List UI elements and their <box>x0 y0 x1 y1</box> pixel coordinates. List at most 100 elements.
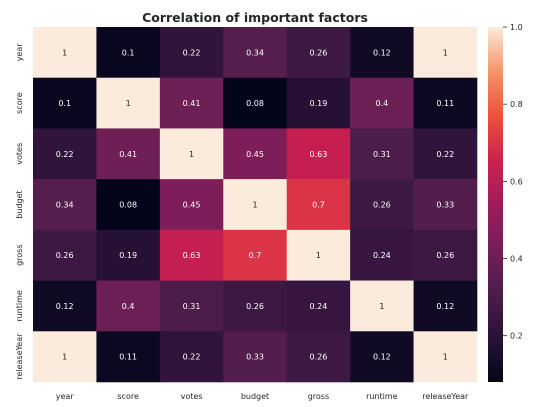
cell-value-label: 0.31 <box>373 150 391 159</box>
colorbar-tick-label: 0.6 <box>510 177 523 186</box>
cell-value-label: 0.26 <box>310 48 328 57</box>
heatmap-cell-gross-year <box>33 229 97 281</box>
heatmap-cell-runtime-score <box>96 280 161 332</box>
cell-value-label: 0.31 <box>183 302 201 311</box>
row-label-year: year <box>15 43 24 62</box>
cell-value-label: 0.1 <box>122 48 135 57</box>
heatmap-cell-score-runtime <box>350 77 414 129</box>
cell-value-label: 0.26 <box>310 353 328 362</box>
heatmap-cell-budget-votes <box>159 179 224 231</box>
cell-value-label: 0.12 <box>436 302 454 311</box>
cell-value-label: 0.7 <box>312 201 325 210</box>
cell-value-label: 0.12 <box>373 48 391 57</box>
row-label-gross: gross <box>15 244 24 265</box>
cell-value-label: 0.4 <box>122 302 135 311</box>
cell-value-label: 0.12 <box>373 353 391 362</box>
heatmap-cell-runtime-releaseYear <box>413 280 478 332</box>
heatmap-cell-budget-year <box>33 179 97 231</box>
heatmap-cell-votes-gross <box>286 128 351 180</box>
cell-value-label: 0.41 <box>183 99 201 108</box>
row-label-votes: votes <box>15 143 24 165</box>
heatmap-cell-budget-score <box>96 179 161 231</box>
heatmap-cell-releaseYear-year <box>33 331 97 383</box>
cell-value-label: 0.45 <box>246 150 264 159</box>
column-label-gross: gross <box>308 392 329 401</box>
heatmap-cell-votes-budget <box>223 128 288 180</box>
colorbar-ticks: 0.2 0.4 0.6 0.8 1.0 <box>503 23 523 341</box>
cell-value-label: 0.08 <box>119 201 137 210</box>
cell-value-label: 1 <box>443 48 448 57</box>
heatmap-cell-releaseYear-budget <box>223 331 288 383</box>
colorbar-tick-label: 0.8 <box>510 100 523 109</box>
heatmap-cell-votes-score <box>96 128 161 180</box>
heatmap-cell-releaseYear-runtime <box>350 331 414 383</box>
heatmap-cell-gross-releaseYear <box>413 229 478 281</box>
cell-value-label: 0.4 <box>375 99 388 108</box>
heatmap-cell-year-releaseYear <box>413 27 478 79</box>
cell-value-label: 0.24 <box>373 251 391 260</box>
heatmap-cell-runtime-year <box>33 280 97 332</box>
heatmap-cell-releaseYear-score <box>96 331 161 383</box>
heatmap-cell-releaseYear-gross <box>286 331 351 383</box>
row-tick-labels: year score votes budget gross runtime releaseY… <box>15 43 24 380</box>
cell-value-label: 0.22 <box>183 353 201 362</box>
heatmap-cell-gross-budget <box>223 229 288 281</box>
cell-value-label: 1 <box>379 302 384 311</box>
heatmap-cell-budget-runtime <box>350 179 414 231</box>
cell-value-label: 0.22 <box>436 150 454 159</box>
colorbar-tick-label: 1.0 <box>510 23 523 32</box>
heatmap-cell-year-year <box>33 27 97 79</box>
heatmap-cell-gross-gross <box>286 229 351 281</box>
heatmap-cell-releaseYear-releaseYear <box>413 331 478 383</box>
cell-value-label: 0.22 <box>183 48 201 57</box>
cell-value-label: 0.7 <box>249 251 262 260</box>
row-label-score: score <box>15 92 24 114</box>
cell-value-label: 1 <box>126 99 131 108</box>
colorbar-tick-label: 0.2 <box>510 332 523 341</box>
heatmap-cell-score-score <box>96 77 161 129</box>
cell-value-label: 0.33 <box>246 353 264 362</box>
row-label-releaseYear: releaseYear <box>15 333 24 380</box>
colorbar <box>488 27 503 382</box>
heatmap-cell-runtime-votes <box>159 280 224 332</box>
heatmap-cell-year-budget <box>223 27 288 79</box>
colorbar-tick-label: 0.4 <box>510 255 523 264</box>
chart-title: Correlation of important factors <box>142 10 368 25</box>
heatmap-cell-votes-votes <box>159 128 224 180</box>
heatmap-cell-year-runtime <box>350 27 414 79</box>
cell-value-label: 0.34 <box>56 201 74 210</box>
cell-value-label: 1 <box>252 201 257 210</box>
heatmap-cell-gross-score <box>96 229 161 281</box>
cell-value-label: 0.19 <box>310 99 328 108</box>
heatmap-cell-budget-gross <box>286 179 351 231</box>
cell-value-label: 1 <box>62 353 67 362</box>
cell-value-label: 0.26 <box>246 302 264 311</box>
heatmap-cell-runtime-runtime <box>350 280 414 332</box>
heatmap-cell-votes-runtime <box>350 128 414 180</box>
heatmap-cell-gross-votes <box>159 229 224 281</box>
column-label-score: score <box>117 392 139 401</box>
cell-value-label: 0.26 <box>436 251 454 260</box>
cell-value-label: 0.26 <box>56 251 74 260</box>
cell-value-label: 0.11 <box>119 353 137 362</box>
cell-value-label: 0.22 <box>56 150 74 159</box>
heatmap-cell-year-votes <box>159 27 224 79</box>
cell-value-label: 0.33 <box>436 201 454 210</box>
cell-value-label: 0.26 <box>373 201 391 210</box>
heatmap-cell-releaseYear-votes <box>159 331 224 383</box>
cell-value-label: 0.34 <box>246 48 264 57</box>
heatmap-cell-score-budget <box>223 77 288 129</box>
column-label-year: year <box>56 392 75 401</box>
heatmap-cell-year-score <box>96 27 161 79</box>
column-label-releaseYear: releaseYear <box>422 392 469 401</box>
cell-value-label: 0.19 <box>119 251 137 260</box>
heatmap-cell-score-votes <box>159 77 224 129</box>
column-label-runtime: runtime <box>366 392 398 401</box>
column-tick-labels: year score votes budget gross runtime releaseY… <box>56 392 469 401</box>
heatmap-cells: 1 0.1 0.22 0.34 0.26 0.12 10.1 1 0.41 0.08 0.19 0.4… <box>33 27 478 383</box>
heatmap-cell-year-gross <box>286 27 351 79</box>
cell-value-label: 1 <box>443 353 448 362</box>
cell-value-label: 1 <box>316 251 321 260</box>
heatmap-cell-budget-budget <box>223 179 288 231</box>
